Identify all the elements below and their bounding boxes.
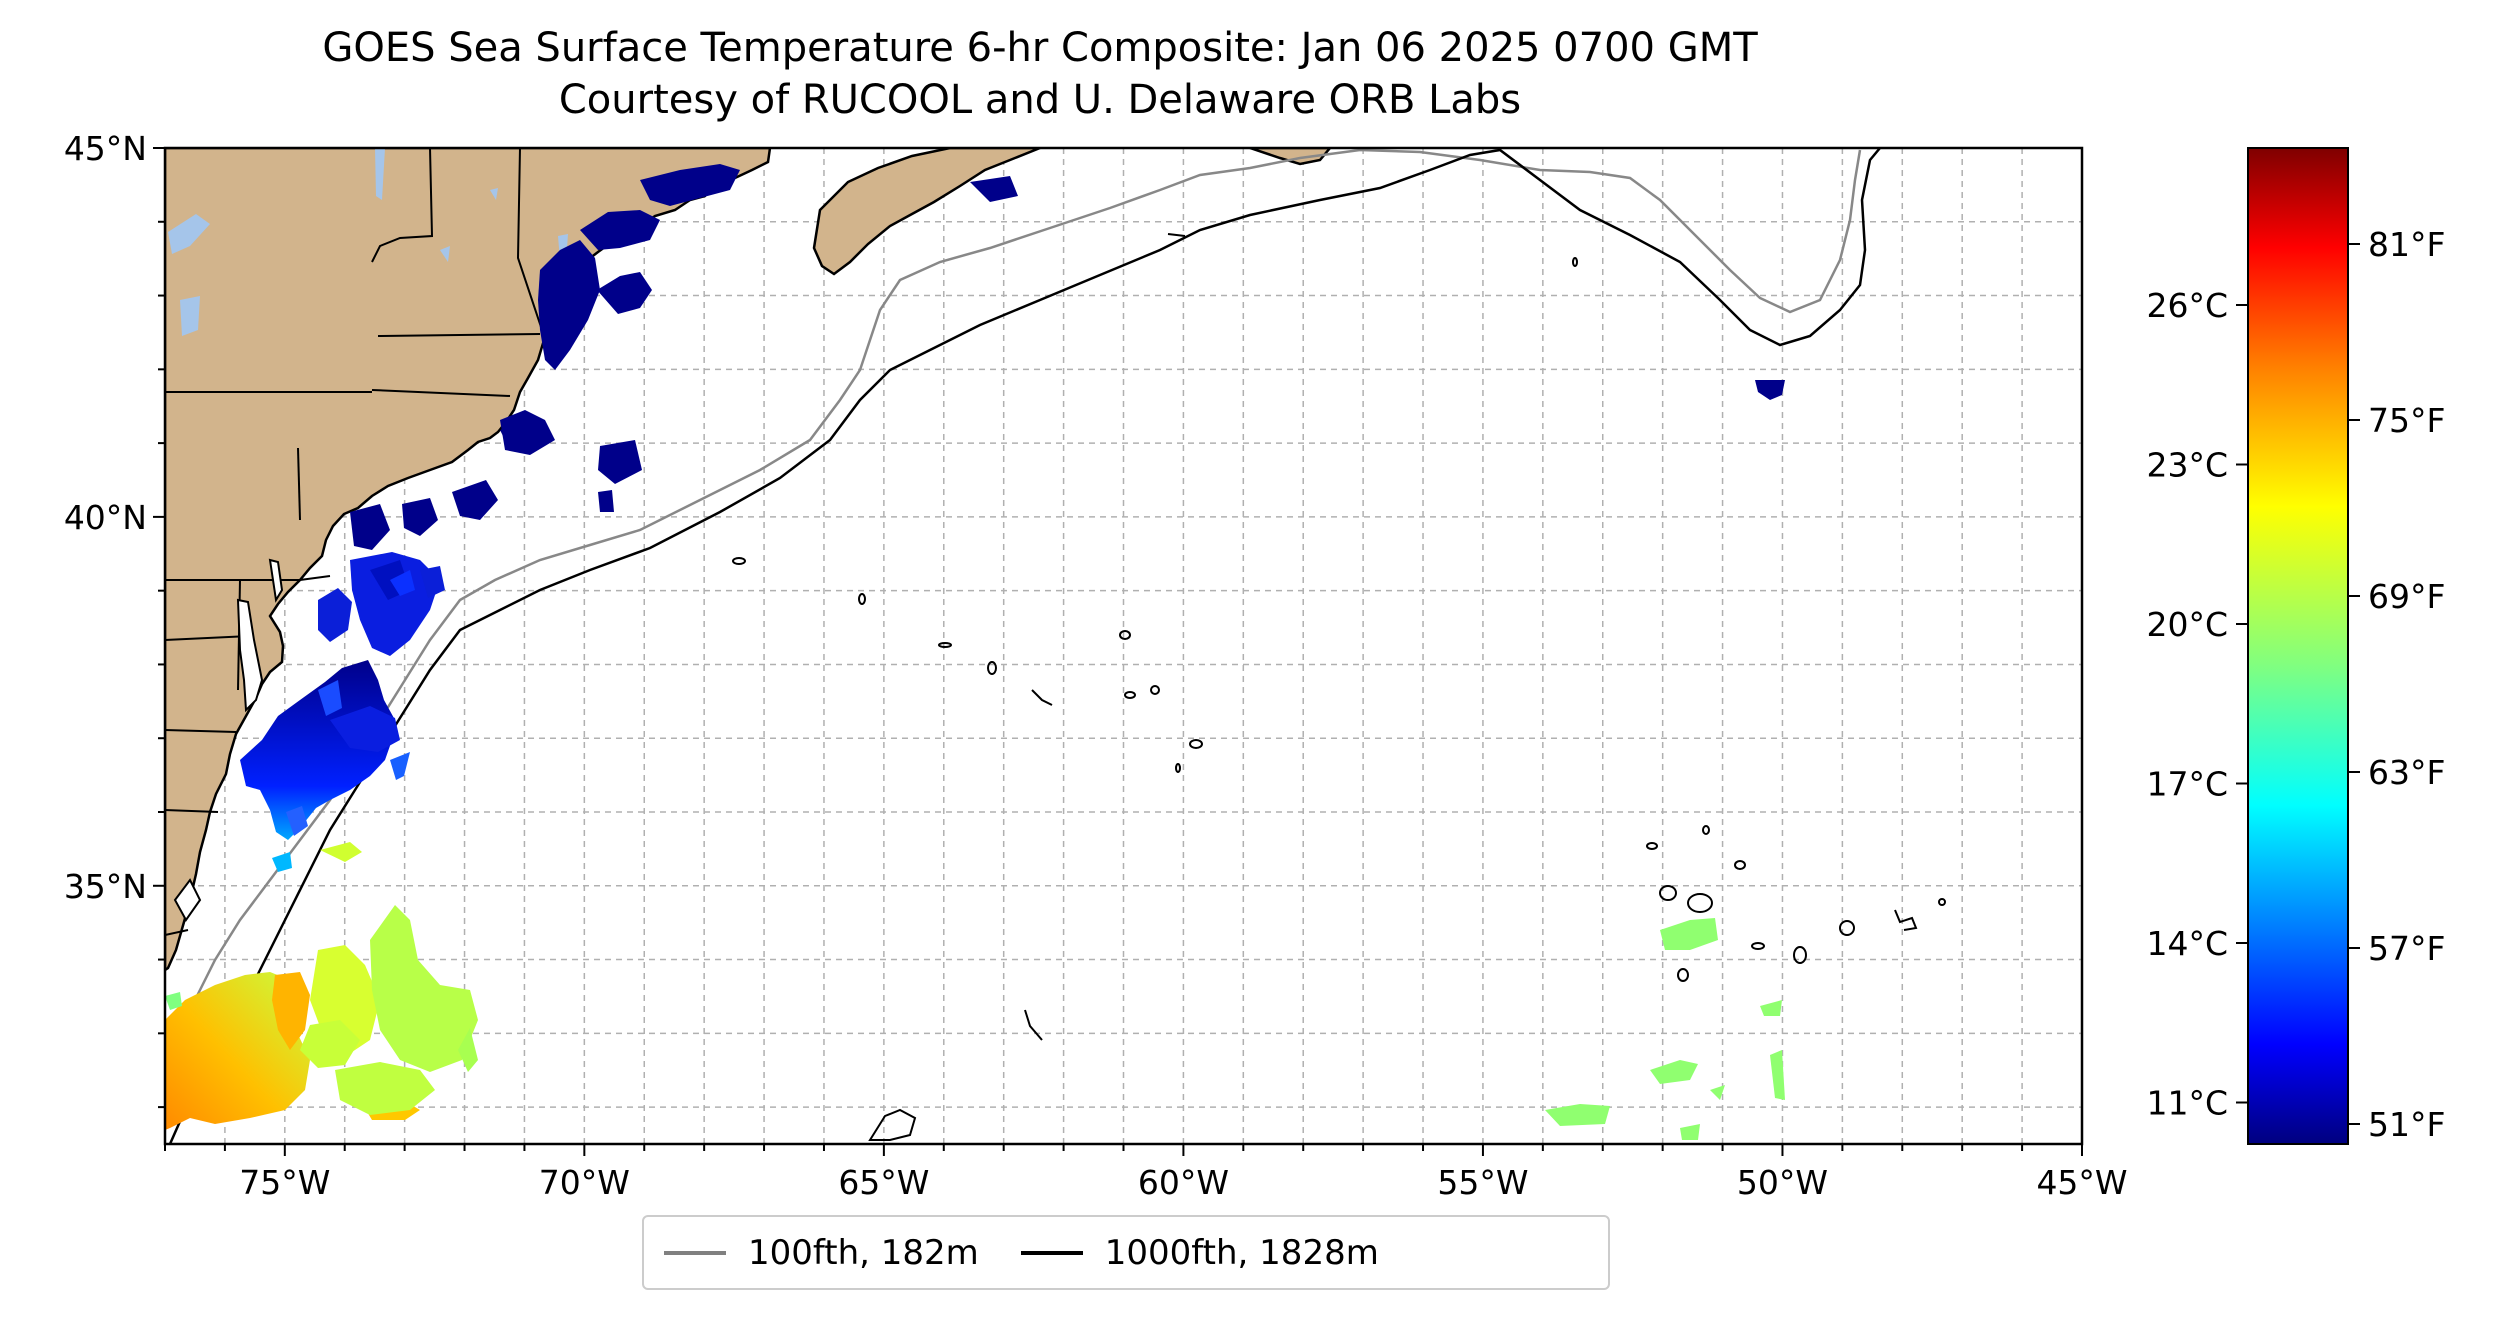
celsius-tick-label: 26°C xyxy=(2146,286,2228,325)
legend-line-swatch xyxy=(1020,1250,1083,1255)
isobath-1000fth-line xyxy=(168,148,1881,1144)
fahrenheit-tick-label: 81°F xyxy=(2368,225,2445,264)
sst-warm-region xyxy=(165,842,478,1130)
fahrenheit-tick-label: 69°F xyxy=(2368,577,2445,616)
lat-tick-label: 45°N xyxy=(64,129,147,168)
celsius-tick-label: 17°C xyxy=(2146,765,2228,804)
sst-offshore-patches xyxy=(1545,918,1785,1140)
title-line-1: GOES Sea Surface Temperature 6-hr Compos… xyxy=(322,25,1758,71)
newfoundland-coast xyxy=(1249,148,1332,166)
colorbar-fahrenheit-axis: 81°F 75°F 69°F 63°F 57°F 51°F xyxy=(2348,225,2445,1144)
coastal-bays xyxy=(173,558,284,922)
lon-tick-label: 45°W xyxy=(2036,1163,2127,1202)
nova-scotia-landmass xyxy=(812,148,1041,276)
sst-cold-region xyxy=(240,164,1785,872)
title-line-2: Courtesy of RUCOOL and U. Delaware ORB L… xyxy=(558,77,1522,123)
lat-tick-label: 40°N xyxy=(64,498,147,537)
state-borders xyxy=(165,148,549,936)
lon-tick-label: 75°W xyxy=(239,1163,330,1202)
lon-tick-label: 70°W xyxy=(539,1163,630,1202)
celsius-tick-label: 11°C xyxy=(2146,1084,2228,1123)
fahrenheit-tick-label: 57°F xyxy=(2368,929,2445,968)
lat-tick-label: 35°N xyxy=(64,867,147,906)
legend-label: 1000fth, 1828m xyxy=(1104,1232,1379,1273)
celsius-tick-label: 20°C xyxy=(2146,605,2228,644)
north-america-landmass xyxy=(165,148,772,972)
celsius-tick-label: 14°C xyxy=(2146,924,2228,963)
legend-item: 100fth, 182m xyxy=(664,1233,979,1273)
celsius-tick-label: 23°C xyxy=(2146,446,2228,485)
chart-title: GOES Sea Surface Temperature 6-hr Compos… xyxy=(0,22,2080,126)
colorbar xyxy=(2247,147,2349,1145)
seamount-contours xyxy=(732,233,1946,1141)
fahrenheit-tick-label: 51°F xyxy=(2368,1105,2445,1144)
longitude-axis: 75°W 70°W 65°W 60°W 55°W 50°W 45°W xyxy=(164,1144,2128,1202)
lon-tick-label: 55°W xyxy=(1437,1163,1528,1202)
fahrenheit-tick-label: 63°F xyxy=(2368,753,2445,792)
latitude-axis: 45°N 40°N 35°N xyxy=(64,129,165,1109)
colorbar-celsius-axis: 26°C 23°C 20°C 17°C 14°C 11°C xyxy=(2146,286,2248,1123)
isobath-legend: 100fth, 182m 1000fth, 1828m xyxy=(642,1215,1610,1290)
inland-lakes xyxy=(168,148,568,336)
lon-tick-label: 60°W xyxy=(1138,1163,1229,1202)
legend-label: 100fth, 182m xyxy=(748,1232,979,1273)
lon-tick-label: 65°W xyxy=(838,1163,929,1202)
lon-tick-label: 50°W xyxy=(1737,1163,1828,1202)
legend-line-swatch xyxy=(664,1250,726,1255)
fahrenheit-tick-label: 75°F xyxy=(2368,401,2445,440)
legend-item: 1000fth, 1828m xyxy=(1020,1232,1379,1273)
